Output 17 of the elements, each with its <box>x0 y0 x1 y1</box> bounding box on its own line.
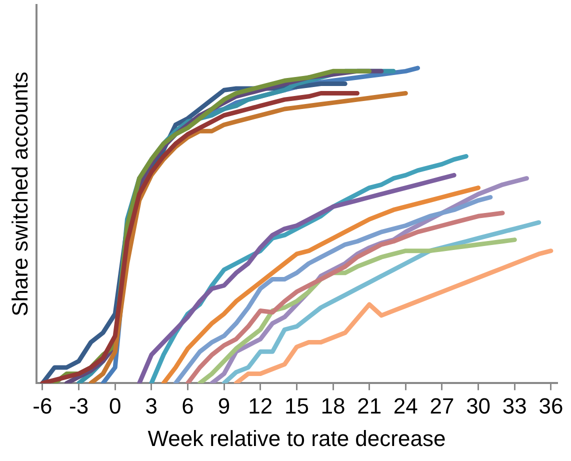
x-tick-label: 15 <box>284 393 309 418</box>
x-tick-label: 24 <box>393 393 418 418</box>
x-tick-label: 21 <box>357 393 382 418</box>
x-tick-label: 27 <box>430 393 454 418</box>
x-tick-label: 36 <box>538 393 564 418</box>
x-tick-label: 33 <box>502 393 527 418</box>
x-tick-label: 18 <box>320 393 346 418</box>
x-tick-label: -6 <box>32 393 52 418</box>
x-tick-label: 6 <box>182 393 194 418</box>
x-tick-label: 30 <box>466 393 491 418</box>
x-tick-label: 9 <box>218 393 230 418</box>
y-axis-title: Share switched accounts <box>7 72 32 316</box>
x-tick-label: 0 <box>108 393 122 418</box>
x-tick-label: 12 <box>248 393 273 418</box>
x-axis-title: Week relative to rate decrease <box>148 426 446 451</box>
x-tick-label: 3 <box>145 393 158 418</box>
x-tick-label: -3 <box>68 393 89 418</box>
